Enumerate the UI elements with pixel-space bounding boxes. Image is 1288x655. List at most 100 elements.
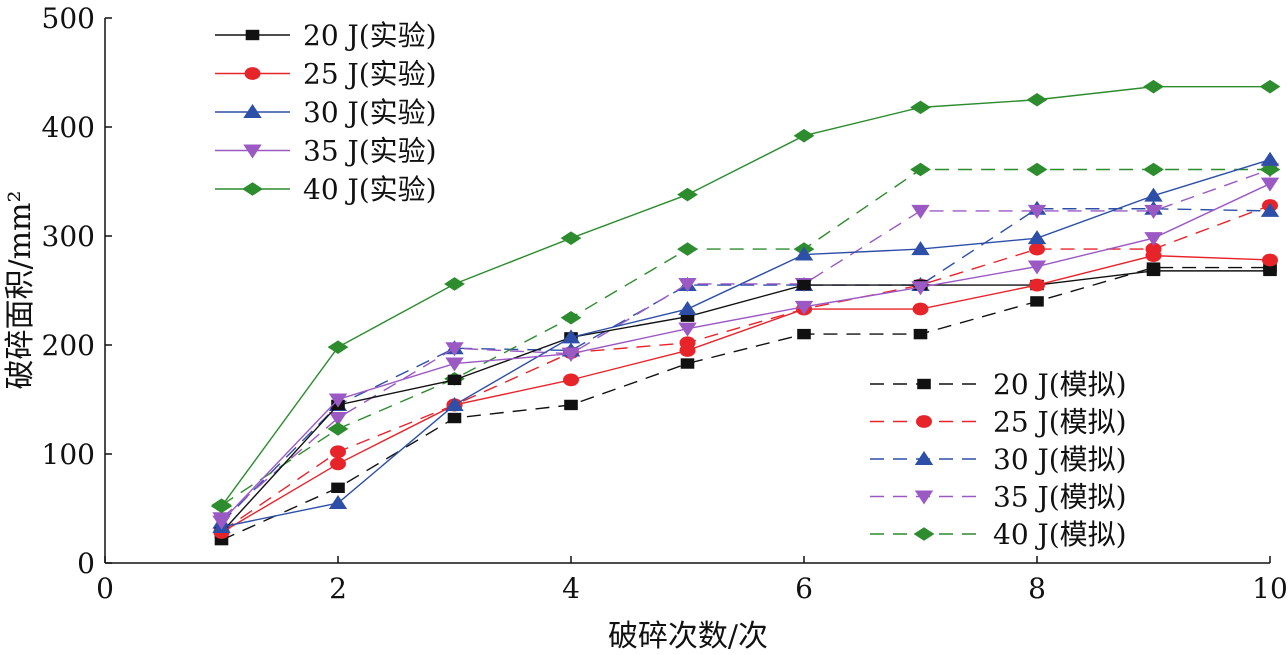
data-point	[797, 279, 811, 291]
legend-layer: 20 J(实验) 25 J(实验) 30 J(实验) 35 J(实验) 40 J(实验)…	[215, 19, 1127, 551]
data-point	[1260, 151, 1280, 166]
data-point	[679, 344, 696, 357]
data-point	[797, 328, 811, 340]
data-point	[1143, 162, 1164, 177]
legend-marker	[243, 144, 262, 159]
data-point	[1026, 92, 1048, 107]
data-point	[1029, 242, 1045, 256]
data-point	[327, 422, 349, 436]
data-point	[564, 399, 578, 411]
data-point	[913, 328, 928, 340]
data-point	[1145, 249, 1162, 263]
data-point	[447, 374, 462, 386]
data-point	[793, 128, 815, 143]
data-point	[331, 482, 345, 493]
series-2	[212, 151, 1280, 534]
x-tick-label: 0	[96, 572, 114, 605]
data-point	[212, 515, 231, 530]
legend-label: 35 J(模拟)	[993, 481, 1127, 514]
data-point	[214, 534, 229, 546]
legend-label: 30 J(模拟)	[993, 443, 1127, 476]
x-tick-label: 6	[795, 572, 813, 605]
y-tick-label: 300	[42, 220, 95, 253]
data-point	[1027, 204, 1047, 219]
data-point	[1259, 79, 1281, 94]
series-4	[211, 79, 1281, 514]
x-tick-label: 8	[1028, 572, 1046, 605]
data-point	[911, 241, 930, 256]
x-tick-label: 2	[329, 572, 347, 605]
data-point	[1260, 177, 1280, 192]
data-point	[910, 100, 931, 115]
series-line	[221, 254, 1271, 534]
data-point	[330, 457, 346, 471]
legend-marker	[242, 182, 263, 196]
x-tick-label: 4	[562, 572, 580, 605]
series-line	[221, 204, 1271, 532]
y-tick-label: 0	[77, 547, 95, 580]
data-point	[1262, 253, 1278, 267]
y-tick-label: 400	[42, 111, 95, 144]
legend-label: 25 J(模拟)	[993, 406, 1127, 439]
legend-label: 30 J(实验)	[303, 96, 437, 129]
data-point	[330, 445, 346, 459]
series-line	[221, 159, 1271, 528]
data-point	[1263, 265, 1277, 277]
data-point	[911, 281, 930, 296]
legend-label: 40 J(模拟)	[993, 518, 1127, 551]
data-point	[680, 358, 695, 369]
data-point	[911, 204, 930, 219]
data-point	[561, 347, 581, 362]
series-layer	[211, 79, 1281, 546]
legend-marker	[914, 451, 934, 465]
data-point	[560, 310, 582, 325]
legend-marker	[914, 490, 934, 505]
data-point	[1144, 232, 1163, 247]
legend-marker	[243, 104, 262, 118]
x-tick-label: 10	[1252, 572, 1288, 605]
series-line	[221, 168, 1271, 519]
legend-marker	[916, 415, 932, 428]
data-point	[328, 495, 348, 510]
y-axis-title: 破碎面积/mm²	[3, 190, 38, 389]
data-point	[678, 277, 697, 292]
series-9	[211, 162, 1281, 513]
data-point	[794, 246, 814, 261]
data-point	[1144, 204, 1163, 219]
data-point	[211, 499, 232, 514]
y-tick-label: 500	[42, 2, 95, 35]
data-point	[560, 231, 582, 245]
series-line	[220, 85, 1270, 507]
series-3	[212, 177, 1280, 530]
data-point	[678, 301, 697, 316]
data-point	[1259, 162, 1281, 177]
legend-marker	[917, 378, 931, 390]
legend-marker	[245, 29, 260, 41]
y-tick-label: 100	[42, 438, 95, 471]
data-point	[328, 393, 348, 408]
y-tick-label: 200	[42, 329, 95, 362]
data-point	[677, 187, 698, 202]
data-point	[563, 373, 579, 387]
data-point	[1146, 265, 1161, 277]
legend-bottom-right: 20 J(模拟) 25 J(模拟) 30 J(模拟) 35 J(模拟) 40 J(模拟)	[870, 368, 1127, 551]
data-point	[1027, 230, 1047, 245]
data-point	[1030, 296, 1044, 307]
legend-label: 40 J(实验)	[303, 173, 437, 206]
data-point	[447, 412, 462, 424]
data-point	[1029, 278, 1045, 292]
series-line	[221, 266, 1270, 541]
data-point	[445, 342, 464, 357]
data-point	[1143, 79, 1164, 94]
data-point	[677, 242, 698, 256]
legend-label: 20 J(实验)	[303, 19, 437, 52]
data-point	[445, 396, 464, 411]
legend-label: 20 J(模拟)	[993, 368, 1127, 401]
data-point	[561, 329, 581, 344]
data-point	[912, 302, 929, 316]
data-point	[680, 311, 695, 322]
data-point	[1144, 187, 1163, 202]
